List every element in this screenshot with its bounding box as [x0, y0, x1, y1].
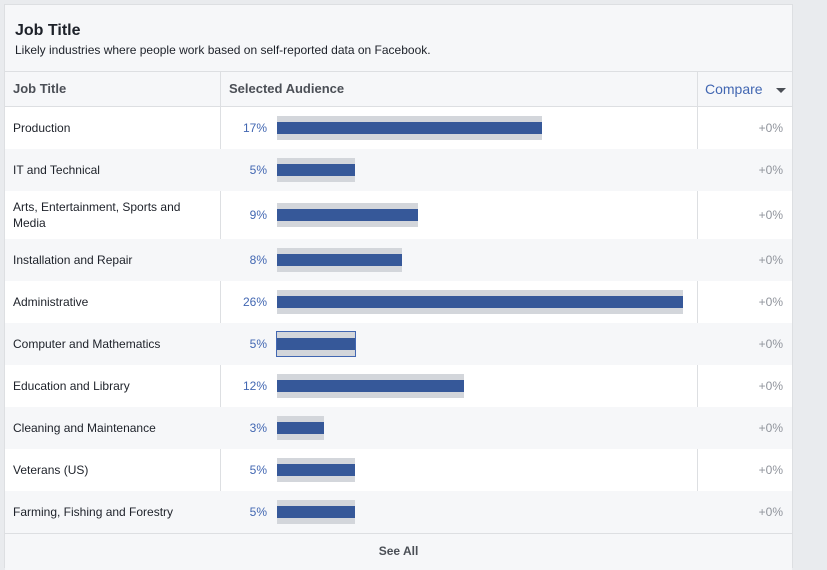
column-divider — [220, 107, 221, 533]
table-body: Production 17% +0% IT and Technical 5% +0% Art… — [5, 107, 792, 533]
audience-bar[interactable] — [277, 158, 355, 182]
column-header-selected-audience[interactable]: Selected Audience — [229, 81, 345, 96]
audience-bar-fill — [277, 122, 542, 134]
job-title-label: IT and Technical — [13, 163, 100, 177]
job-title-label: Arts, Entertainment, Sports and Media — [13, 200, 181, 230]
audience-bar[interactable] — [277, 458, 355, 482]
audience-percent: 9% — [249, 208, 267, 222]
compare-value: +0% — [758, 421, 783, 435]
column-divider — [220, 72, 221, 106]
job-title-label: Education and Library — [13, 379, 130, 393]
table-row: Education and Library 12% +0% — [5, 365, 792, 407]
audience-percent: 17% — [242, 121, 267, 135]
table-row: Production 17% +0% — [5, 107, 792, 149]
column-divider — [697, 107, 698, 533]
audience-percent: 26% — [242, 295, 267, 309]
job-title-label: Administrative — [13, 295, 89, 309]
audience-bar[interactable] — [277, 416, 324, 440]
audience-percent: 3% — [249, 421, 267, 435]
compare-value: +0% — [758, 295, 783, 309]
audience-bar[interactable] — [277, 248, 402, 272]
audience-bar-fill — [277, 338, 355, 350]
compare-value: +0% — [758, 208, 783, 222]
table-row: Arts, Entertainment, Sports and Media 9% +… — [5, 191, 792, 239]
audience-bar[interactable] — [277, 290, 683, 314]
audience-bar-fill — [277, 380, 464, 392]
audience-percent: 8% — [249, 253, 267, 267]
audience-percent: 12% — [242, 379, 267, 393]
see-all-button[interactable]: See All — [5, 533, 792, 570]
audience-bar[interactable] — [277, 500, 355, 524]
compare-value: +0% — [758, 163, 783, 177]
audience-bar[interactable] — [277, 374, 464, 398]
audience-bar-fill — [277, 506, 355, 518]
card-subtitle: Likely industries where people work base… — [15, 43, 431, 57]
column-divider — [697, 72, 698, 106]
audience-bar[interactable] — [277, 116, 542, 140]
table-row: Installation and Repair 8% +0% — [5, 239, 792, 281]
audience-bar[interactable] — [277, 203, 418, 227]
audience-bar-fill — [277, 254, 402, 266]
compare-value: +0% — [758, 463, 783, 477]
compare-value: +0% — [758, 379, 783, 393]
audience-percent: 5% — [249, 163, 267, 177]
table-row: Administrative 26% +0% — [5, 281, 792, 323]
column-header-job-title[interactable]: Job Title — [13, 81, 67, 96]
compare-value: +0% — [758, 253, 783, 267]
compare-value: +0% — [758, 505, 783, 519]
audience-percent: 5% — [249, 505, 267, 519]
audience-percent: 5% — [249, 463, 267, 477]
compare-value: +0% — [758, 121, 783, 135]
card-header: Job Title Likely industries where people… — [5, 5, 792, 72]
audience-bar-fill — [277, 164, 355, 176]
job-title-label: Computer and Mathematics — [13, 337, 161, 351]
table-row: Veterans (US) 5% +0% — [5, 449, 792, 491]
table-row: Cleaning and Maintenance 3% +0% — [5, 407, 792, 449]
job-title-label: Installation and Repair — [13, 253, 133, 267]
audience-bar-fill — [277, 422, 324, 434]
job-title-label: Production — [13, 121, 71, 135]
audience-bar-fill — [277, 296, 683, 308]
job-title-label: Cleaning and Maintenance — [13, 421, 156, 435]
table-row: Computer and Mathematics 5% +0% — [5, 323, 792, 365]
table-row: IT and Technical 5% +0% — [5, 149, 792, 191]
table-row: Farming, Fishing and Forestry 5% +0% — [5, 491, 792, 533]
audience-bar-fill — [277, 209, 418, 221]
compare-dropdown[interactable]: Compare — [705, 81, 763, 97]
job-title-label: Veterans (US) — [13, 463, 89, 477]
audience-percent: 5% — [249, 337, 267, 351]
audience-bar[interactable] — [276, 331, 356, 357]
job-title-card: Job Title Likely industries where people… — [4, 4, 793, 570]
table-header: Job Title Selected Audience Compare — [5, 72, 792, 107]
caret-down-icon[interactable] — [776, 88, 786, 93]
compare-value: +0% — [758, 337, 783, 351]
job-title-label: Farming, Fishing and Forestry — [13, 505, 174, 519]
card-title: Job Title — [15, 22, 81, 39]
audience-bar-fill — [277, 464, 355, 476]
